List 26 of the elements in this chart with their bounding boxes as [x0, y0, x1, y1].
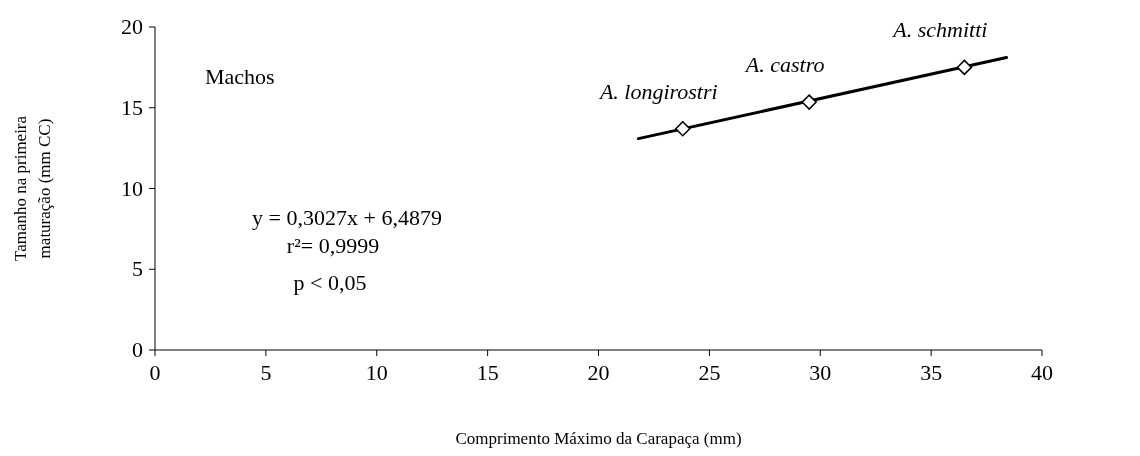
y-tick-label: 5 — [132, 256, 143, 282]
x-tick-label: 15 — [476, 360, 499, 385]
y-axis-title: Tamanho na primeira maturação (mm CC) — [11, 115, 54, 262]
annotation: Machos — [205, 64, 275, 89]
y-tick-label: 10 — [121, 175, 143, 201]
annotation: r²= 0,9999 — [286, 233, 380, 258]
point — [675, 121, 691, 137]
x-tick-label: 20 — [587, 360, 610, 385]
x-tick-label: 0 — [149, 360, 161, 385]
point — [801, 94, 817, 110]
annotation: p < 0,05 — [293, 270, 367, 295]
point — [956, 59, 973, 76]
x-tick-label: 35 — [920, 360, 943, 385]
x-tick-label: 10 — [365, 360, 388, 385]
annotation: y = 0,3027x + 6,4879 — [252, 205, 442, 230]
y-tick-label: 15 — [121, 94, 143, 120]
x-tick-label: 25 — [698, 360, 721, 385]
x-tick-label: 40 — [1031, 360, 1053, 385]
x-tick-label: 30 — [809, 360, 832, 385]
annotation: A. longirostri — [597, 78, 718, 104]
annotation: A. castro — [743, 52, 825, 78]
y-tick-label: 0 — [132, 337, 143, 362]
y-tick-label: 20 — [121, 14, 143, 39]
x-tick-label: 5 — [260, 360, 272, 385]
annotation: A. schmitti — [891, 17, 988, 43]
x-axis-title: Comprimento Máximo da Carapaça (mm) — [455, 429, 742, 448]
